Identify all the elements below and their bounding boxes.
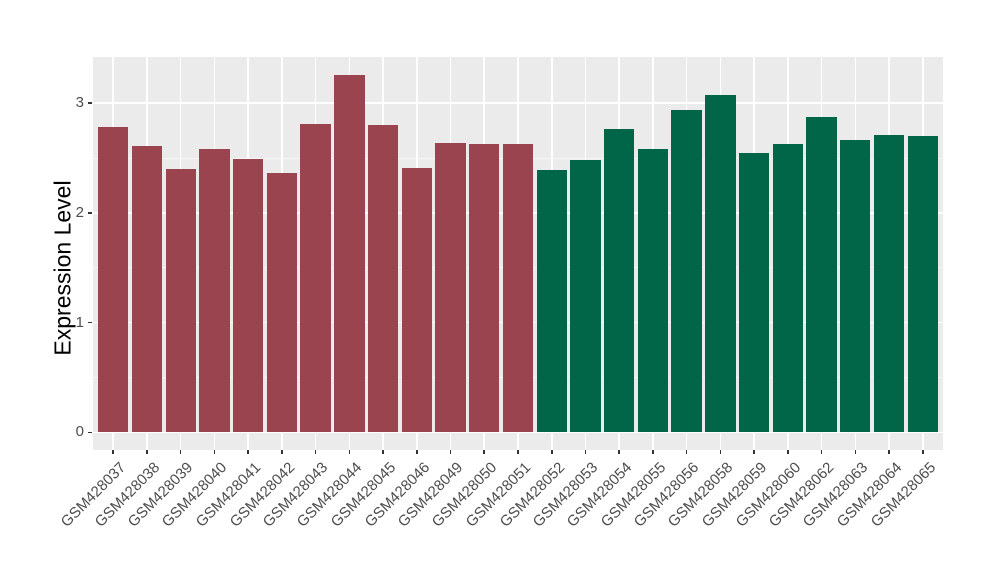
bar-GSM428064 (873, 134, 905, 433)
bar-GSM428038 (131, 145, 163, 433)
x-tick-mark (685, 450, 688, 454)
x-tick-mark (719, 450, 722, 454)
bar-GSM428060 (772, 143, 803, 433)
x-tick-mark (213, 450, 216, 454)
y-tick-label: 1 (75, 313, 84, 331)
plot-panel (93, 57, 943, 450)
x-tick-mark (888, 450, 890, 454)
bar-GSM428065 (907, 136, 938, 433)
x-tick-mark (382, 450, 384, 454)
bar-GSM428059 (738, 152, 770, 433)
y-tick-mark (88, 212, 92, 214)
bar-GSM428062 (806, 117, 837, 433)
x-tick-mark (281, 450, 283, 454)
y-tick-mark (88, 321, 92, 324)
x-tick-mark (787, 450, 789, 454)
bar-GSM428042 (266, 173, 298, 433)
bar-GSM428039 (165, 168, 196, 433)
x-tick-mark (348, 450, 351, 454)
x-tick-mark (921, 450, 924, 454)
x-tick-mark (854, 450, 857, 454)
bar-GSM428054 (604, 129, 635, 433)
x-tick-mark (247, 450, 249, 454)
y-tick-label: 0 (75, 423, 84, 441)
y-tick-mark (88, 102, 92, 104)
bar-GSM428053 (570, 160, 601, 433)
bar-GSM428043 (300, 123, 331, 433)
y-tick-mark (88, 431, 92, 434)
x-tick-mark (550, 450, 553, 454)
bar-GSM428056 (671, 109, 702, 433)
bar-GSM428051 (502, 143, 534, 433)
bar-GSM428052 (536, 170, 567, 433)
x-tick-mark (483, 450, 486, 454)
bar-GSM428045 (367, 125, 399, 433)
x-tick-mark (517, 450, 519, 454)
x-tick-mark (449, 450, 452, 454)
x-tick-mark (753, 450, 755, 454)
bar-GSM428058 (705, 95, 736, 433)
bar-GSM428040 (199, 149, 230, 433)
bar-GSM428046 (401, 167, 432, 433)
x-tick-mark (112, 450, 115, 454)
y-tick-label: 3 (75, 94, 84, 112)
bar-GSM428049 (435, 142, 466, 433)
y-tick-label: 2 (75, 203, 84, 221)
bar-GSM428037 (98, 127, 129, 433)
bar-GSM428063 (840, 140, 871, 433)
x-tick-mark (820, 450, 823, 454)
bar-GSM428044 (334, 74, 365, 433)
x-tick-mark (618, 450, 620, 454)
bar-GSM428050 (469, 143, 500, 433)
x-tick-mark (146, 450, 148, 454)
x-tick-mark (179, 450, 182, 454)
x-tick-mark (416, 450, 418, 454)
bar-GSM428055 (637, 149, 669, 433)
x-tick-mark (314, 450, 317, 454)
x-tick-mark (652, 450, 654, 454)
x-tick-mark (584, 450, 587, 454)
bar-GSM428041 (232, 159, 264, 433)
